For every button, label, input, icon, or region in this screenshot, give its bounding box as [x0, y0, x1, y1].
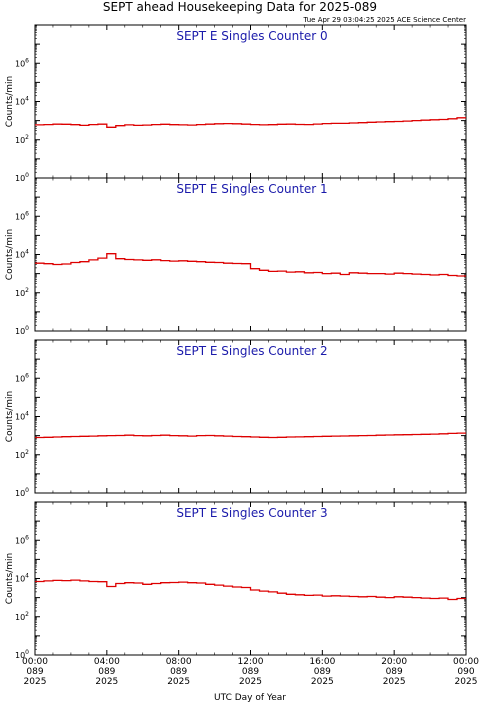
y-tick-label: 104 [15, 96, 29, 107]
x-tick-year: 2025 [167, 677, 190, 687]
series-line [35, 253, 466, 277]
y-tick-label: 102 [15, 611, 29, 622]
plot-frame [34, 339, 467, 494]
plot-frame [34, 177, 467, 332]
series-line [35, 579, 466, 601]
x-axis: 00:00089202504:00089202508:00089202512:0… [22, 657, 479, 687]
generation-timestamp: Tue Apr 29 03:04:25 2025 ACE Science Cen… [303, 16, 467, 24]
chart-title: SEPT ahead Housekeeping Data for 2025-08… [103, 0, 377, 14]
y-tick-label: 100 [15, 487, 29, 498]
x-tick-year: 2025 [383, 677, 406, 687]
x-tick-day: 089 [386, 667, 403, 677]
panel-title: SEPT E Singles Counter 1 [176, 182, 327, 196]
x-tick-time: 00:00 [453, 657, 479, 667]
y-tick-label: 104 [15, 249, 29, 260]
panel-title: SEPT E Singles Counter 3 [176, 506, 327, 520]
y-tick-label: 106 [15, 372, 29, 383]
x-tick-year: 2025 [95, 677, 118, 687]
x-tick-time: 08:00 [166, 657, 192, 667]
x-tick-day: 089 [26, 667, 43, 677]
x-tick-time: 20:00 [381, 657, 407, 667]
y-tick-label: 100 [15, 325, 29, 336]
series-line [35, 117, 466, 128]
x-tick-day: 090 [457, 667, 474, 677]
x-tick-day: 089 [314, 667, 331, 677]
x-tick-time: 04:00 [94, 657, 120, 667]
plot-frame [34, 501, 467, 656]
y-tick-label: 102 [15, 449, 29, 460]
y-tick-label: 100 [15, 649, 29, 660]
x-tick-time: 00:00 [22, 657, 48, 667]
y-tick-label: 104 [15, 573, 29, 584]
x-axis-title: UTC Day of Year [214, 693, 286, 703]
x-tick-year: 2025 [239, 677, 262, 687]
y-tick-label: 106 [15, 534, 29, 545]
y-axis-label: Counts/min [5, 76, 15, 127]
x-tick-year: 2025 [455, 677, 478, 687]
y-axis-label: Counts/min [5, 229, 15, 280]
y-tick-label: 102 [15, 134, 29, 145]
y-tick-label: 104 [15, 411, 29, 422]
plot-frame [34, 24, 467, 179]
panel-title: SEPT E Singles Counter 0 [176, 29, 327, 43]
x-tick-time: 16:00 [309, 657, 335, 667]
x-tick-year: 2025 [311, 677, 334, 687]
y-tick-label: 106 [15, 57, 29, 68]
series-line [35, 432, 466, 439]
y-axis-label: Counts/min [5, 391, 15, 442]
x-tick-year: 2025 [24, 677, 47, 687]
panel-title: SEPT E Singles Counter 2 [176, 344, 327, 358]
y-tick-label: 106 [15, 210, 29, 221]
x-tick-day: 089 [242, 667, 259, 677]
x-tick-time: 12:00 [238, 657, 264, 667]
y-tick-label: 100 [15, 172, 29, 183]
y-axis-label: Counts/min [5, 553, 15, 604]
x-tick-day: 089 [170, 667, 187, 677]
x-tick-day: 089 [98, 667, 115, 677]
y-tick-label: 102 [15, 287, 29, 298]
